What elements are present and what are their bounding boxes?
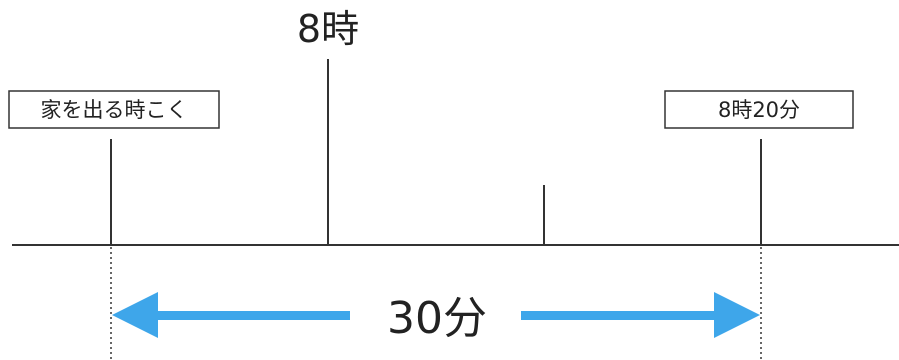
duration-arrowhead-left [112,292,158,338]
top-time-label: 8時 [297,7,359,51]
departure-label-box [8,90,220,129]
duration-arrow-shaft-right [521,311,723,320]
duration-arrowhead-right [714,292,760,338]
time-8-20-text: 8時20分 [718,98,800,122]
time-8-20-box [664,90,854,129]
duration-label: 30分 [387,293,487,344]
departure-label-text: 家を出る時こく [41,98,188,122]
duration-arrow-shaft-left [150,311,350,320]
